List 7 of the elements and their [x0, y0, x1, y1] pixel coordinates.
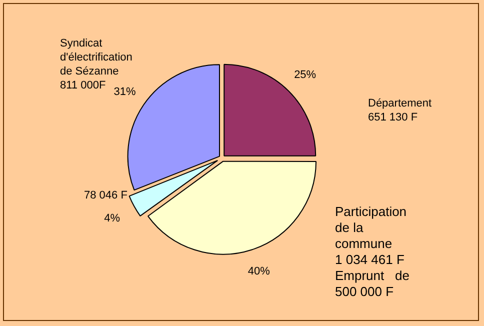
data-label: 25%: [294, 68, 316, 81]
slice-label: Participation de la commune 1 034 461 F Emprunt de 500 000 F: [335, 204, 410, 300]
slice-label: Département 651 130 F: [368, 98, 432, 124]
data-label: 31%: [114, 86, 136, 98]
data-label: 40%: [248, 266, 270, 278]
data-label: 4%: [104, 212, 120, 224]
slice-label: 78 046 F: [84, 190, 128, 202]
